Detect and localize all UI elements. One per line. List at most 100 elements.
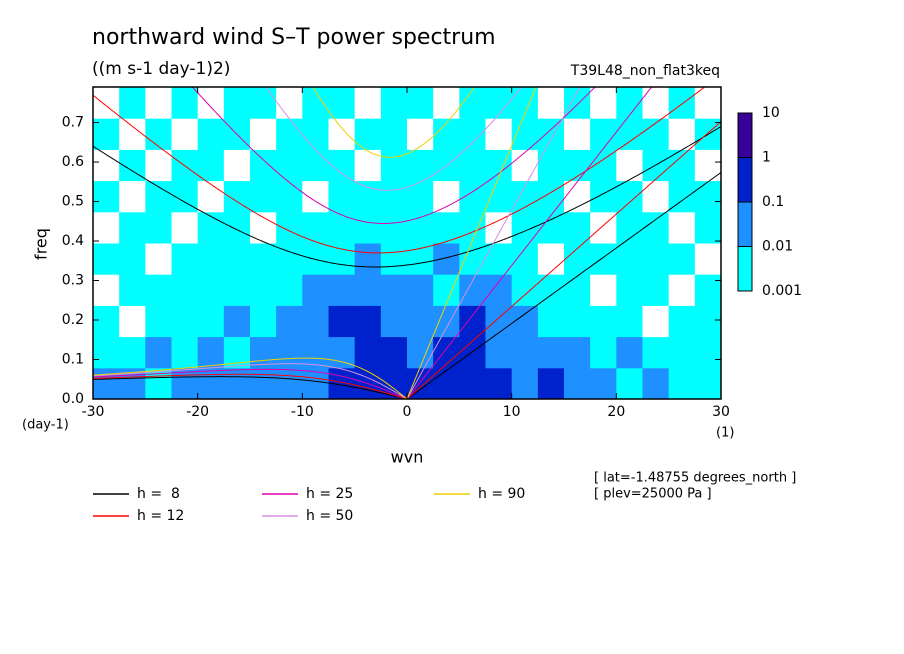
- field-cell: [407, 274, 434, 306]
- field-cell: [433, 243, 460, 275]
- field-cell: [380, 336, 408, 369]
- field-cell: [564, 211, 591, 244]
- field-cell: [433, 305, 460, 338]
- field-cell: [668, 87, 696, 119]
- field-cell: [250, 305, 277, 338]
- dispersion-curve: [93, 126, 721, 268]
- field-cell: [328, 149, 356, 182]
- field-cell: [590, 243, 617, 275]
- field-cell: [485, 305, 513, 338]
- field-cell: [668, 305, 696, 338]
- field-cell: [433, 274, 460, 306]
- field-cell: [250, 243, 277, 275]
- field-cell: [197, 274, 225, 306]
- field-cell: [485, 243, 513, 275]
- dispersion-curve: [406, 121, 721, 399]
- dispersion-curve: [406, 87, 537, 399]
- field-cell: [328, 305, 356, 338]
- colorbar-label: 0.1: [762, 194, 784, 210]
- field-cell: [537, 336, 565, 369]
- field-cell: [328, 87, 356, 119]
- field-cell: [380, 243, 408, 275]
- field-cell: [276, 211, 303, 244]
- field-cell: [590, 336, 617, 369]
- field-cell: [171, 336, 199, 369]
- colorbar-swatch: [737, 157, 753, 203]
- field-cell: [537, 243, 565, 275]
- field-cell: [433, 87, 460, 119]
- field-cell: [380, 305, 408, 338]
- dispersion-curve: [93, 363, 408, 399]
- field-cell: [380, 180, 408, 213]
- field-cell: [145, 87, 172, 119]
- field-cell: [564, 274, 591, 306]
- field-cell: [694, 180, 721, 213]
- field-cell: [694, 87, 721, 119]
- legend-label: h = 50: [306, 508, 353, 524]
- y-tick-label: 0.6: [62, 154, 84, 170]
- field-cell: [197, 180, 225, 213]
- field-cell: [694, 367, 721, 399]
- x-tick-label: 10: [503, 404, 521, 420]
- field-cell: [459, 87, 486, 119]
- field-cell: [485, 367, 513, 399]
- field-cell: [668, 243, 696, 275]
- dispersion-curve: [406, 172, 721, 399]
- field-cell: [590, 180, 617, 213]
- field-cell: [276, 367, 303, 399]
- field-cell: [276, 87, 303, 119]
- field-cell: [145, 149, 172, 182]
- field-cell: [668, 367, 696, 399]
- field-cell: [119, 274, 146, 306]
- field-cell: [276, 305, 303, 338]
- field-cell: [485, 274, 513, 306]
- field-cell: [276, 243, 303, 275]
- field: [93, 87, 721, 399]
- field-cell: [250, 87, 277, 119]
- field-cell: [642, 87, 670, 119]
- field-cell: [407, 336, 434, 369]
- y-tick-label: 0.5: [62, 194, 84, 210]
- field-cell: [119, 305, 146, 338]
- dispersion-curve: [265, 87, 523, 191]
- field-cell: [328, 336, 356, 369]
- field-cell: [197, 149, 225, 182]
- field-cell: [197, 211, 225, 244]
- field-cell: [485, 180, 513, 213]
- field-cell: [694, 243, 721, 275]
- field-cell: [276, 336, 303, 369]
- field-cell: [407, 87, 434, 119]
- field-cell: [590, 367, 617, 399]
- field-cell: [616, 87, 643, 119]
- field-cell: [380, 118, 408, 150]
- field-cell: [250, 367, 277, 399]
- field-cell: [302, 180, 329, 213]
- field-cell: [616, 118, 643, 150]
- field-cell: [616, 149, 643, 182]
- field-cell: [380, 211, 408, 244]
- field-cell: [328, 243, 356, 275]
- field-cell: [485, 118, 513, 150]
- field-cell: [171, 149, 199, 182]
- field-cell: [459, 211, 486, 244]
- field-cell: [642, 180, 670, 213]
- field-cell: [564, 305, 591, 338]
- note: [ plev=25000 Pa ]: [594, 487, 712, 502]
- field-cell: [276, 149, 303, 182]
- x-tick-label: 0: [403, 404, 412, 420]
- field-cell: [537, 211, 565, 244]
- field-cell: [564, 336, 591, 369]
- y-tick-label: 0.4: [62, 233, 84, 249]
- field-cell: [564, 118, 591, 150]
- y-tick-label: 0.1: [62, 352, 84, 368]
- field-cell: [616, 274, 643, 306]
- field-cell: [145, 243, 172, 275]
- field-cell: [93, 336, 120, 369]
- field-cell: [537, 367, 565, 399]
- field-cell: [276, 274, 303, 306]
- field-cell: [93, 367, 120, 399]
- field-cell: [537, 180, 565, 213]
- field-cell: [145, 305, 172, 338]
- field-cell: [276, 118, 303, 150]
- field-cell: [197, 367, 225, 399]
